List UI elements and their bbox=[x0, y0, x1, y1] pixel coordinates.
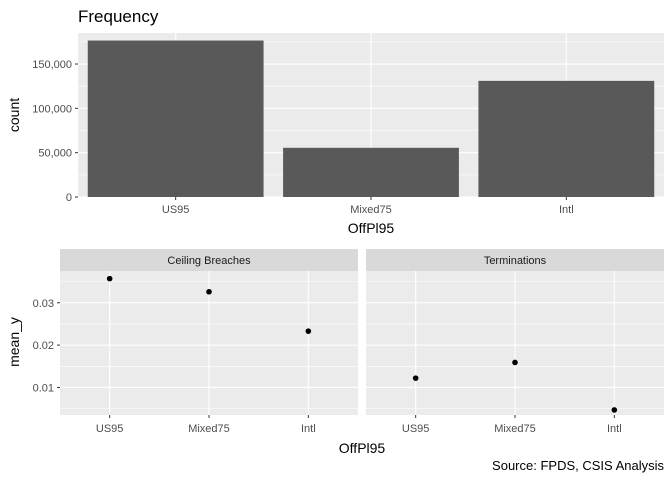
point-intl bbox=[305, 328, 312, 334]
top-y-tick-label: 150,000 bbox=[32, 59, 72, 71]
bar-mixed75 bbox=[283, 147, 459, 197]
point-mixed75 bbox=[512, 359, 518, 366]
top-y-tick-label: 0 bbox=[66, 192, 72, 204]
facet-x-tick-label: US95 bbox=[96, 423, 124, 435]
facet-x-tick-label: Intl bbox=[607, 423, 622, 435]
facet-x-tick-label: Intl bbox=[301, 423, 316, 435]
top-y-axis-label: count bbox=[6, 98, 22, 132]
point-intl bbox=[611, 407, 618, 413]
point-us95 bbox=[106, 275, 113, 282]
top-bars bbox=[87, 40, 655, 198]
bar-us95 bbox=[87, 40, 264, 198]
source-note: Source: FPDS, CSIS Analysis bbox=[492, 458, 664, 473]
top-x-tick-label: US95 bbox=[162, 204, 190, 216]
bottom-y-tick-labels: 0.01 0.02 0.03 bbox=[33, 298, 60, 394]
facet-x-tick-label: Mixed75 bbox=[188, 423, 230, 435]
facet-strip bbox=[366, 249, 664, 271]
bottom-y-tick-label: 0.01 bbox=[33, 382, 54, 394]
top-chart-title: Frequency bbox=[78, 7, 159, 26]
bottom-x-axis-label: OffPl95 bbox=[339, 440, 386, 456]
top-x-axis-label: OffPl95 bbox=[348, 220, 395, 236]
facet-x-tick-label: Mixed75 bbox=[494, 423, 536, 435]
bottom-y-axis-label: mean_y bbox=[6, 317, 22, 367]
facet-terminations: Terminations US95 Mixed75 Intl bbox=[366, 249, 664, 435]
top-x-tick-label: Intl bbox=[559, 204, 574, 216]
facet-strip-label: Ceiling Breaches bbox=[167, 255, 251, 267]
facet-ceiling-breaches: Ceiling Breaches US95 Mixed75 Intl bbox=[60, 249, 358, 435]
top-y-tick-label: 50,000 bbox=[38, 148, 72, 160]
point-mixed75 bbox=[206, 288, 212, 295]
facet-strip bbox=[60, 249, 358, 271]
facet-x-tick-label: US95 bbox=[402, 423, 430, 435]
top-x-tick-labels: US95 Mixed75 Intl bbox=[162, 197, 574, 216]
frequency-bar-chart: Frequency 0 50,000 100,000 150,000 US95 Mixe… bbox=[6, 7, 664, 236]
facet-strip-label: Terminations bbox=[484, 255, 547, 267]
top-x-tick-label: Mixed75 bbox=[350, 204, 392, 216]
bottom-y-tick-label: 0.02 bbox=[33, 340, 54, 352]
bar-intl bbox=[478, 80, 655, 197]
bottom-y-tick-label: 0.03 bbox=[33, 298, 54, 310]
top-y-tick-label: 100,000 bbox=[32, 103, 72, 115]
top-y-tick-labels: 0 50,000 100,000 150,000 bbox=[32, 59, 78, 204]
point-us95 bbox=[412, 375, 419, 381]
